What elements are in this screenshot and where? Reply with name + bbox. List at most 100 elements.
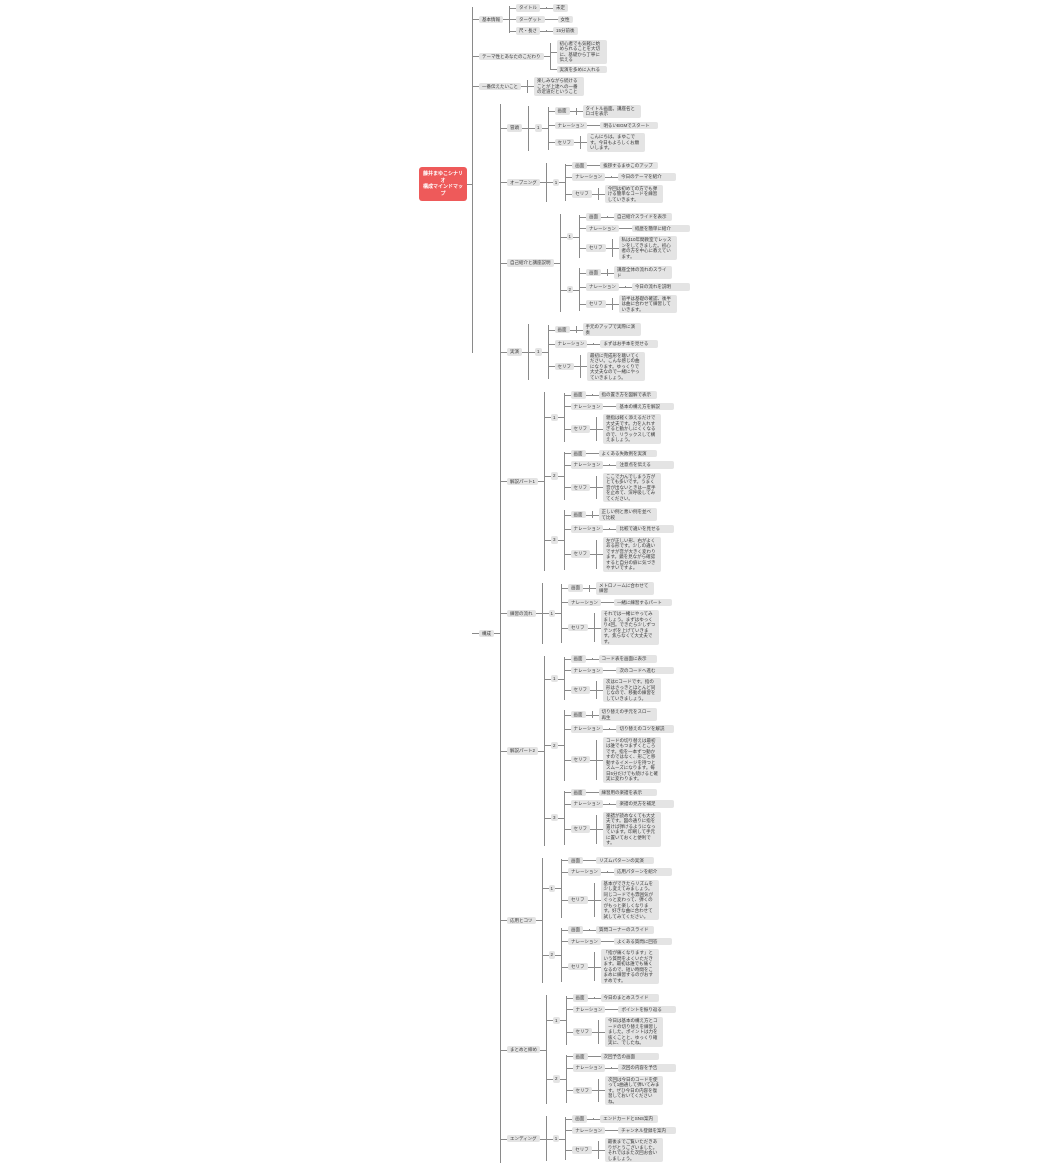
content-text-node[interactable]: 今日のテーマを紹介 [618, 173, 676, 181]
content-text-node[interactable]: 基本ができたらリズムを少し変えてみましょう。同じコードでも雰囲気がぐっと変わって… [601, 880, 659, 921]
group-number-node[interactable]: 1 [535, 348, 542, 356]
field-label-node[interactable]: 画面 [573, 994, 588, 1002]
field-label-node[interactable]: セリフ [586, 244, 606, 252]
group-number-node[interactable]: 3 [551, 536, 558, 544]
content-text-node[interactable]: 今日のまとめスライド [601, 994, 659, 1002]
field-label-node[interactable]: セリフ [568, 624, 588, 632]
group-number-node[interactable]: 1 [551, 414, 558, 422]
field-label-node[interactable]: 画面 [573, 1053, 588, 1061]
group-number-node[interactable]: 1 [553, 1017, 560, 1025]
content-text-node[interactable]: 正しい例と悪い例を並べて比較 [599, 508, 657, 521]
branch-node[interactable]: 基本情報 [479, 16, 503, 24]
content-text-node[interactable]: 私は10年間教室でレッスンをしてきました。初心者の方を中心に教えています。 [619, 236, 677, 260]
field-label-node[interactable]: ナレーション [571, 461, 604, 469]
content-text-node[interactable]: 次回予告の画面 [601, 1053, 659, 1061]
content-text-node[interactable]: タイトル画面。講座名とロゴを表示 [583, 105, 641, 118]
section-node[interactable]: 応用とコツ [507, 917, 536, 925]
field-label-node[interactable]: セリフ [571, 756, 591, 764]
field-label-node[interactable]: セリフ [571, 686, 591, 694]
field-label-node[interactable]: ナレーション [586, 225, 619, 233]
field-label-node[interactable]: ナレーション [571, 403, 604, 411]
field-label-node[interactable]: ナレーション [568, 599, 601, 607]
content-text-node[interactable]: それでは一緒にやってみましょう。まずはゆっくり4回。できたら少しずつテンポを上げ… [601, 610, 659, 645]
content-text-node[interactable]: 基本の構え方を解説 [616, 403, 674, 411]
content-text-node[interactable]: 今回は初めての方でも弾ける簡単なコードを練習していきます。 [605, 185, 663, 204]
section-node[interactable]: 解説パート2 [507, 747, 538, 755]
content-text-node[interactable]: 次はCコードです。指の形はさっきとほとんど同じなので、移動の練習をしていきましょ… [603, 678, 661, 702]
group-number-node[interactable]: 1 [553, 1135, 560, 1143]
content-text-node[interactable]: 最初に完成形を聴いてください。こんな感じの曲になります。ゆっくりで大丈夫なので一… [587, 352, 645, 382]
content-text-node[interactable]: ポイントを振り返る [618, 1006, 676, 1014]
group-number-node[interactable]: 1 [549, 885, 556, 893]
field-label-node[interactable]: 画面 [568, 926, 583, 934]
content-text-node[interactable]: 最後までご覧いただきありがとうございました。それではまた次回お会いしましょう。 [605, 1138, 663, 1162]
content-text-node[interactable]: メトロノームに合わせて練習 [596, 582, 654, 595]
content-text-node[interactable]: エンドカードとSNS案内 [600, 1115, 658, 1123]
field-label-node[interactable]: 画面 [555, 326, 570, 334]
item-label-node[interactable]: タイトル [516, 4, 540, 12]
item-label-node[interactable]: 尺・長さ [516, 27, 540, 35]
field-label-node[interactable]: ナレーション [586, 283, 619, 291]
field-label-node[interactable]: 画面 [571, 391, 586, 399]
group-number-node[interactable]: 1 [549, 610, 556, 618]
content-text-node[interactable]: 今日の流れを説明 [632, 283, 690, 291]
content-text-node[interactable]: 前半は基礎の確認、後半は曲に合わせて練習していきます。 [619, 295, 677, 314]
field-label-node[interactable]: 画面 [571, 711, 586, 719]
content-text-node[interactable]: チャンネル登録を案内 [618, 1127, 676, 1135]
content-text-node[interactable]: 「指が痛くなります」という質問をよくいただきます。最初は誰でも痛くなるので、短い… [601, 949, 659, 984]
content-text-node[interactable]: 経歴を簡単に紹介 [632, 225, 690, 233]
field-label-node[interactable]: セリフ [568, 896, 588, 904]
content-text-node[interactable]: 左が正しい形、右がよくある形です。少しの違いですが音が大きく変わります。鏡を見な… [603, 537, 661, 572]
field-label-node[interactable]: セリフ [573, 1028, 593, 1036]
field-label-node[interactable]: 画面 [571, 655, 586, 663]
section-node[interactable]: オープニング [507, 179, 540, 187]
field-label-node[interactable]: ナレーション [555, 122, 588, 130]
content-text-node[interactable]: 次のコードへ進む [616, 667, 674, 675]
group-number-node[interactable]: 1 [551, 675, 558, 683]
group-number-node[interactable]: 1 [535, 124, 542, 132]
content-text-node[interactable]: 親指は軽く添えるだけで大丈夫です。力を入れすぎると動かしにくくなるので、リラック… [603, 414, 661, 444]
branch-node[interactable]: 構成 [479, 630, 494, 638]
content-text-node[interactable]: 応用パターンを紹介 [614, 868, 672, 876]
note-node[interactable]: 初心者でも気軽に始められることを大切に、基礎から丁寧に伝える [557, 40, 607, 64]
root-node[interactable]: 藤井まゆこシナリオ 構成マインドマップ [419, 167, 467, 201]
field-label-node[interactable]: セリフ [568, 963, 588, 971]
field-label-node[interactable]: セリフ [555, 139, 575, 147]
item-value-node[interactable]: 15分前後 [553, 27, 578, 35]
group-number-node[interactable]: 3 [551, 814, 558, 822]
item-value-node[interactable]: 未定 [553, 4, 568, 12]
field-label-node[interactable]: 画面 [586, 213, 601, 221]
field-label-node[interactable]: セリフ [572, 190, 592, 198]
section-node[interactable]: 自己紹介と講座説明 [507, 259, 554, 267]
content-text-node[interactable]: 次回は今日のコードを使って1曲通して弾いてみます。ぜひ今日の内容を復習しておいて… [605, 1076, 663, 1106]
field-label-node[interactable]: セリフ [571, 825, 591, 833]
field-label-node[interactable]: 画面 [568, 857, 583, 865]
field-label-node[interactable]: 画面 [568, 584, 583, 592]
content-text-node[interactable]: 注意点を伝える [616, 461, 674, 469]
content-text-node[interactable]: 切り替えの手元をスロー再生 [599, 708, 657, 721]
field-label-node[interactable]: セリフ [555, 363, 575, 371]
branch-node[interactable]: テーマ性とあなたのこだわり [479, 53, 544, 61]
group-number-node[interactable]: 2 [553, 1075, 560, 1083]
content-text-node[interactable]: まずはお手本を見せる [600, 340, 658, 348]
field-label-node[interactable]: 画面 [572, 1115, 587, 1123]
content-text-node[interactable]: 次回の内容を予告 [618, 1064, 676, 1072]
field-label-node[interactable]: ナレーション [568, 938, 601, 946]
group-number-node[interactable]: 2 [551, 472, 558, 480]
content-text-node[interactable]: リズムパターンの実演 [596, 857, 654, 865]
content-text-node[interactable]: よくある失敗例を実演 [599, 450, 657, 458]
field-label-node[interactable]: 画面 [571, 789, 586, 797]
field-label-node[interactable]: ナレーション [572, 1127, 605, 1135]
section-node[interactable]: エンディング [507, 1135, 540, 1143]
section-node[interactable]: 解説パート1 [507, 478, 538, 486]
field-label-node[interactable]: セリフ [571, 550, 591, 558]
content-text-node[interactable]: ここで力んでしまう方がとても多いです。うまく音が出ないときは一度手を止めて、深呼… [603, 473, 661, 503]
field-label-node[interactable]: ナレーション [571, 800, 604, 808]
content-text-node[interactable]: 練習用の楽譜を表示 [599, 789, 657, 797]
field-label-node[interactable]: セリフ [573, 1087, 593, 1095]
branch-node[interactable]: 一番伝えたいこと [479, 83, 521, 91]
field-label-node[interactable]: 画面 [586, 269, 601, 277]
field-label-node[interactable]: ナレーション [571, 525, 604, 533]
section-node[interactable]: 冒頭 [507, 124, 522, 132]
content-text-node[interactable]: 楽譜が読めなくても大丈夫です。図の通りに指を置けば弾けるようになっています。印刷… [603, 812, 661, 847]
